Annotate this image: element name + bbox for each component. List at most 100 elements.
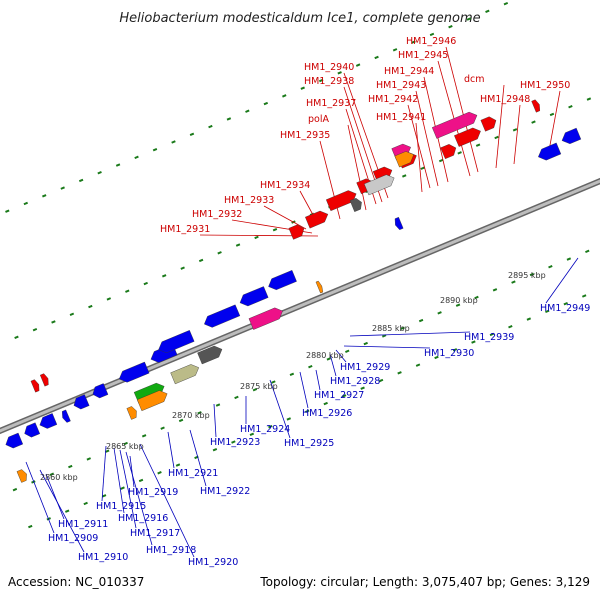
track-dot (429, 32, 435, 37)
gene-arrow (39, 413, 58, 429)
gene-arrow (30, 379, 40, 393)
track-dot (305, 409, 310, 413)
track-dot (568, 105, 573, 109)
scale-tick-label: 2865 kbp (106, 442, 144, 451)
track-dot (586, 97, 592, 101)
track-dot (437, 311, 442, 315)
leader-line (347, 124, 367, 211)
track-dot (49, 472, 55, 476)
track-dot (231, 440, 236, 444)
gene-label-forward: HM1_2941 (376, 112, 426, 123)
leader-line (329, 353, 337, 377)
gene-arrow (431, 111, 478, 139)
track-dot (503, 1, 509, 6)
track-dot (526, 317, 532, 321)
track-dot (42, 194, 47, 198)
track-dot (411, 40, 416, 44)
gene-label-forward: HM1_2938 (304, 76, 354, 87)
leader-line (343, 345, 431, 349)
track-dot (215, 403, 221, 407)
gene-arrow (454, 127, 481, 147)
track-dot (471, 340, 476, 344)
gene-arrow (73, 394, 90, 410)
track-dot (120, 486, 125, 490)
gene-arrow (561, 127, 582, 145)
track-dot (178, 418, 184, 423)
gene-label-reverse: HM1_2918 (146, 545, 196, 556)
gene-label-forward: HM1_2943 (376, 80, 426, 91)
track-dot (402, 174, 407, 178)
track-dot (157, 471, 162, 475)
gene-label-reverse: HM1_2921 (168, 468, 218, 479)
track-dot (545, 309, 550, 314)
track-dot (125, 289, 130, 293)
track-dot (138, 478, 144, 483)
gene-arrow (61, 409, 71, 423)
track-dot (28, 524, 33, 529)
track-dot (212, 448, 218, 452)
track-dot (489, 332, 495, 337)
track-dot (101, 494, 107, 498)
gene-label-reverse: HM1_2922 (200, 486, 250, 497)
leader-line (349, 331, 471, 337)
leader-line (25, 461, 55, 534)
track-dot (51, 320, 56, 324)
track-dot (318, 78, 324, 83)
leader-line (263, 205, 307, 230)
track-dot (180, 266, 185, 270)
track-dot (508, 325, 513, 329)
track-dot (175, 463, 181, 467)
gene-arrow (24, 422, 41, 438)
track-dot (415, 363, 421, 367)
gene-labels: HM1_2931 HM1_2932 HM1_2933 HM1_2934 HM1_2935… (48, 36, 590, 568)
gene-arrow (170, 364, 200, 385)
leader-line (415, 122, 423, 193)
leader-line (139, 443, 195, 558)
track-dot (234, 395, 239, 400)
track-dot (420, 166, 425, 170)
track-dot (263, 101, 269, 106)
gene-label-reverse: HM1_2911 (58, 519, 108, 530)
track-dot (14, 335, 19, 340)
track-dot (245, 109, 250, 113)
leader-line (545, 257, 579, 304)
gene-label-reverse: HM1_2920 (188, 557, 238, 568)
gene-label-reverse: HM1_2924 (240, 424, 290, 435)
track-dot (141, 434, 147, 438)
leader-line (213, 403, 217, 438)
gene-label-reverse: HM1_2926 (302, 408, 352, 419)
track-dot (474, 295, 479, 300)
scale-ticks: 2860 kbp 2865 kbp 2870 kbp 2875 kbp 2880 kbp… (40, 271, 546, 482)
gene-arrow (531, 99, 541, 113)
gene-label-reverse: HM1_2923 (210, 437, 260, 448)
track-dot (254, 235, 259, 240)
leader-line (315, 369, 321, 391)
gene-arrow (268, 270, 297, 291)
track-dot (337, 71, 342, 75)
track-dot (492, 288, 498, 292)
track-dot (282, 94, 287, 98)
track-dot (115, 163, 121, 167)
gene-arrow (440, 144, 457, 160)
track-dot (374, 55, 379, 60)
track-dot (189, 132, 195, 136)
track-dot (208, 124, 213, 129)
leader-line (119, 449, 137, 529)
track-dot (511, 280, 516, 284)
track-dot (31, 480, 36, 484)
track-dot (323, 401, 328, 406)
track-dot (418, 318, 424, 323)
leader-line (335, 349, 347, 363)
gene-label-forward: HM1_2942 (368, 94, 418, 105)
track-dot (86, 457, 91, 461)
track-dot (143, 281, 148, 286)
leader-line (445, 46, 479, 173)
track-dot (252, 388, 258, 392)
gene-arrow (305, 210, 329, 229)
gene-label-reverse: HM1_2929 (340, 362, 390, 373)
leader-line (513, 104, 521, 165)
genome-summary-text: Topology: circular; Length: 3,075,407 bp… (259, 575, 590, 589)
gene-label-forward: HM1_2933 (224, 195, 274, 206)
track-dot (308, 364, 313, 369)
